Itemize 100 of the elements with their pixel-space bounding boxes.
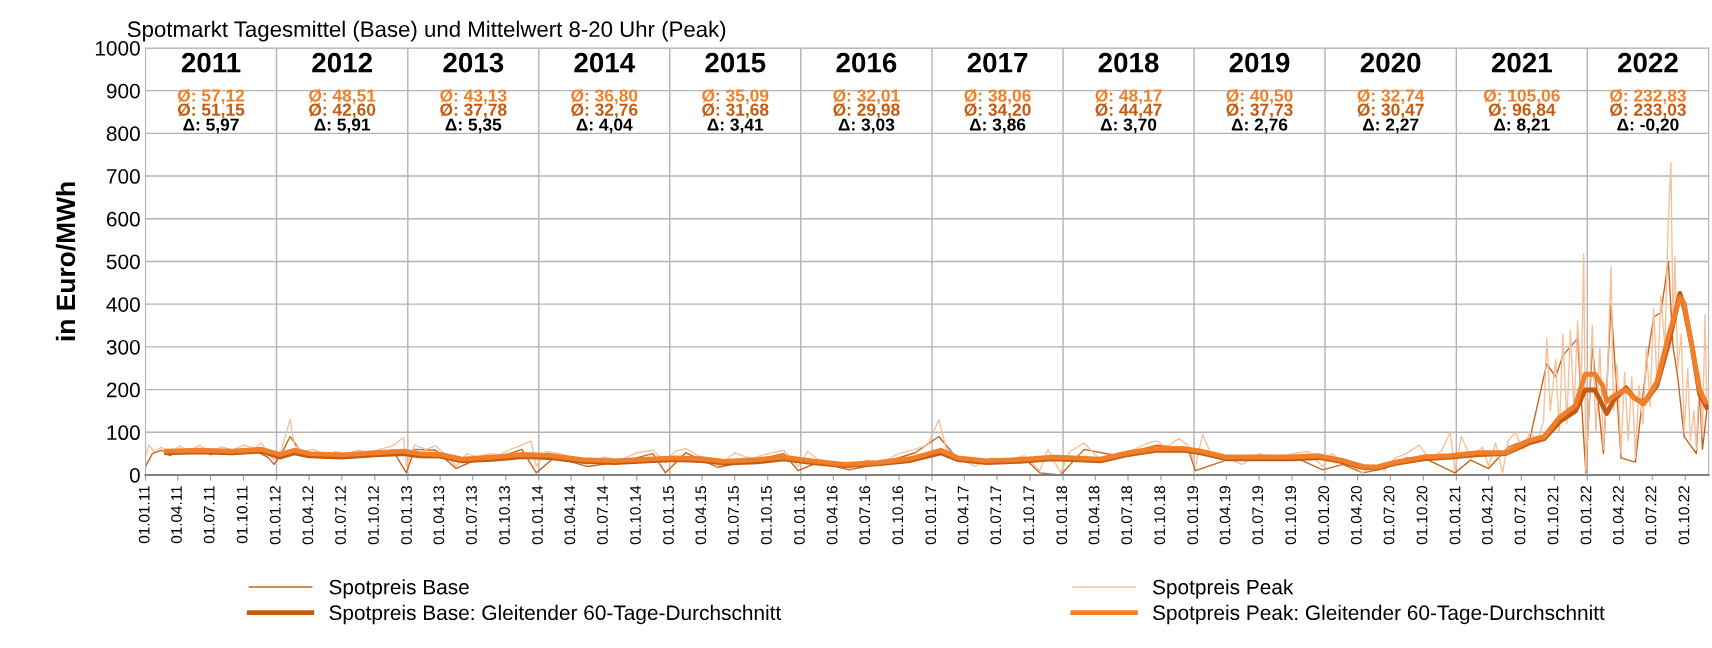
x-tick-label: 01.01.16	[794, 486, 805, 545]
x-tick-label: 01.10.11	[236, 486, 248, 544]
x-tick-label: 01.10.17	[1023, 486, 1035, 545]
x-tick-label: 01.10.14	[630, 485, 641, 545]
legend-label: Spotpreis Peak: Gleitender 60-Tage-Durchschnitt	[1153, 604, 1605, 625]
x-tick-label: 01.04.15	[695, 486, 707, 545]
annotation: 2018	[1098, 52, 1159, 73]
x-tick-label: 01.07.21	[1514, 486, 1526, 545]
y-tick-label: 200	[106, 382, 140, 398]
annotation: 2021	[1491, 52, 1552, 73]
annotation: 2013	[443, 52, 504, 73]
x-tick-label: 01.01.14	[532, 485, 543, 545]
annotation: Ø: 37,73	[1226, 103, 1293, 119]
annotation: Δ: 2,76	[1231, 118, 1288, 134]
annotation: Δ: 3,86	[969, 118, 1026, 134]
annotation: 2016	[836, 52, 897, 73]
annotation: 2015	[705, 52, 766, 73]
annotation: Ø: 44,47	[1095, 103, 1162, 119]
x-tick-label: 01.10.20	[1416, 485, 1428, 545]
annotation: Ø: 32,76	[571, 103, 638, 119]
x-tick-label: 01.10.12	[368, 486, 379, 545]
y-tick-label: 0	[129, 467, 140, 483]
annotation: Δ: 3,03	[838, 118, 895, 134]
y-axis-title: in Euro/MWh	[55, 182, 76, 341]
annotation: Δ: 2,27	[1362, 118, 1419, 134]
x-tick-label: 01.07.14	[597, 485, 608, 545]
x-tick-label: 01.01.15	[663, 486, 674, 545]
x-tick-label: 01.07.18	[1121, 486, 1133, 545]
x-tick-label: 01.04.21	[1481, 486, 1493, 545]
x-tick-label: 01.07.13	[466, 486, 477, 545]
x-tick-label: 01.04.13	[433, 486, 445, 545]
x-tick-label: 01.07.16	[859, 486, 871, 545]
annotation: 2012	[312, 52, 372, 73]
x-tick-label: 01.01.22	[1580, 486, 1592, 545]
annotation: 2019	[1229, 52, 1290, 73]
legend-label: Spotpreis Base	[329, 579, 469, 599]
x-tick-label: 01.04.11	[171, 486, 182, 544]
annotation: Ø: 96,84	[1488, 103, 1556, 119]
annotation: 2011	[181, 52, 241, 73]
y-tick-label: 1000	[95, 40, 140, 56]
x-tick-label: 01.10.16	[892, 486, 904, 545]
x-tick-label: 01.10.19	[1285, 486, 1297, 545]
x-tick-label: 01.01.12	[269, 486, 281, 545]
x-tick-label: 01.04.22	[1612, 486, 1624, 545]
y-tick-label: 300	[106, 339, 140, 355]
x-tick-label: 01.10.18	[1154, 486, 1166, 545]
annotation: Δ: -0,20	[1617, 118, 1679, 134]
y-tick-label: 900	[106, 83, 140, 99]
chart-title: Spotmarkt Tagesmittel (Base) und Mittelwert 8-20 Uhr (Peak)	[127, 20, 726, 42]
annotation: Ø: 233,03	[1610, 103, 1686, 119]
annotation: 2022	[1618, 52, 1678, 73]
x-tick-label: 01.04.14	[564, 485, 576, 545]
y-tick-label: 100	[107, 425, 140, 441]
x-tick-label: 01.01.21	[1449, 486, 1461, 545]
legend-label: Spotpreis Base: Gleitender 60-Tage-Durchschnitt	[329, 604, 782, 625]
y-tick-label: 600	[106, 211, 140, 227]
x-tick-label: 01.07.22	[1645, 486, 1657, 545]
x-tick-label: 01.01.20	[1318, 485, 1330, 545]
x-tick-label: 01.04.12	[302, 486, 314, 545]
x-tick-label: 01.07.15	[728, 486, 739, 545]
x-tick-label: 01.07.17	[990, 486, 1002, 545]
annotation: Ø: 30,47	[1357, 103, 1424, 119]
annotation: 2014	[574, 52, 636, 73]
x-tick-label: 01.10.13	[499, 486, 510, 545]
x-tick-label: 01.10.21	[1547, 486, 1559, 545]
x-tick-label: 01.07.11	[203, 486, 215, 544]
y-tick-label: 800	[106, 126, 140, 142]
x-tick-label: 01.01.17	[925, 486, 937, 545]
annotation: Δ: 5,35	[445, 118, 502, 134]
y-tick-label: 400	[106, 297, 140, 312]
annotation: 2017	[967, 52, 1028, 73]
y-tick-label: 500	[106, 254, 140, 270]
x-tick-label: 01.04.17	[957, 486, 969, 545]
annotation: Ø: 51,15	[177, 103, 245, 119]
x-tick-label: 01.01.13	[401, 486, 412, 545]
annotation: Δ: 4,04	[576, 118, 633, 134]
annotation: Ø: 34,20	[964, 103, 1031, 119]
annotation: 2020	[1360, 52, 1421, 73]
x-tick-label: 01.04.18	[1088, 486, 1100, 545]
annotation: Δ: 8,21	[1494, 118, 1550, 134]
annotation: Ø: 37,78	[440, 103, 507, 119]
x-tick-label: 01.01.18	[1056, 486, 1068, 545]
x-tick-label: 01.04.16	[826, 486, 838, 545]
x-tick-label: 01.07.19	[1252, 486, 1264, 545]
annotation: Δ: 5,97	[183, 118, 239, 134]
annotation: Ø: 31,68	[702, 103, 769, 119]
x-tick-label: 01.10.15	[761, 486, 772, 545]
annotation: Δ: 3,70	[1100, 118, 1157, 134]
annotation: Δ: 5,91	[314, 118, 371, 134]
x-tick-label: 01.01.11	[138, 486, 150, 544]
x-tick-label: 01.04.20	[1350, 485, 1362, 545]
y-tick-label: 700	[106, 169, 140, 184]
legend-label: Spotpreis Peak	[1153, 579, 1294, 599]
annotation: Δ: 3,41	[707, 118, 764, 134]
annotation: Ø: 29,98	[833, 103, 900, 119]
x-tick-label: 01.04.19	[1219, 486, 1231, 545]
annotation: Ø: 42,60	[309, 103, 376, 119]
x-tick-label: 01.07.20	[1383, 485, 1395, 545]
x-tick-label: 01.10.22	[1678, 486, 1690, 545]
x-tick-label: 01.01.19	[1187, 486, 1199, 545]
